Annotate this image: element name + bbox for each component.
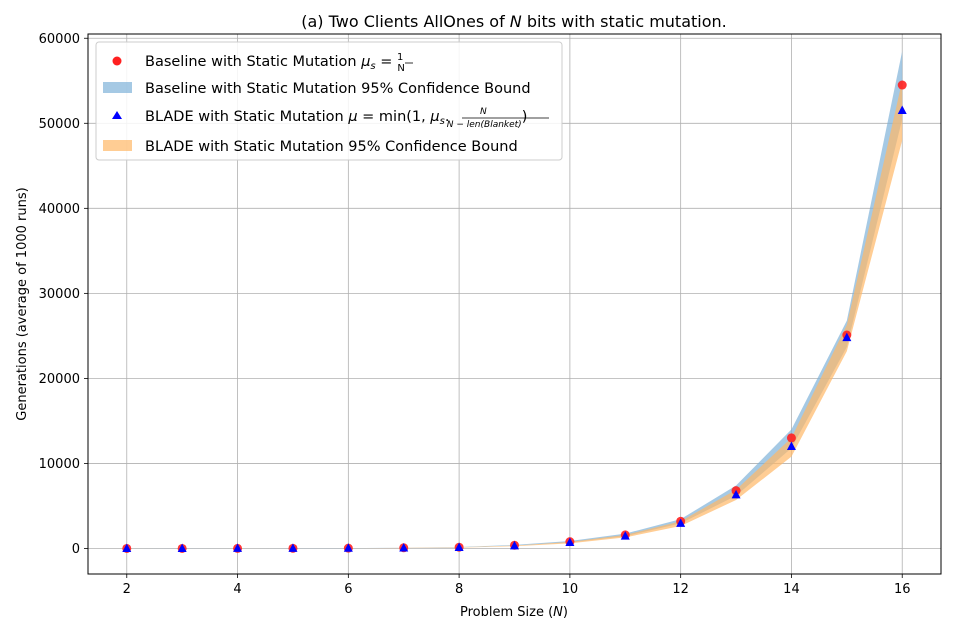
x-tick-label: 14: [783, 582, 800, 597]
x-tick-label: 2: [123, 582, 131, 597]
blade-point: [897, 105, 907, 115]
y-tick-label: 10000: [39, 457, 80, 472]
legend-box: [95, 41, 563, 161]
blade-point: [510, 540, 519, 550]
y-tick-label: 30000: [39, 287, 80, 302]
x-tick-label: 10: [562, 582, 579, 597]
blade-point: [731, 489, 741, 499]
y-axis-label: Generations (average of 1000 runs): [15, 187, 30, 420]
blade-point: [122, 543, 132, 552]
legend-baseline-marker: [112, 56, 122, 66]
axes-frame: [87, 33, 942, 575]
y-tick-label: 20000: [39, 372, 80, 387]
legend-blade-band-swatch: [103, 140, 132, 151]
legend-blade-band-label: BLADE with Static Mutation 95% Confidenc…: [145, 139, 518, 155]
data-markers: [122, 80, 907, 553]
y-tick-label: 40000: [39, 202, 80, 217]
y-tick-label: 60000: [39, 32, 80, 47]
x-tick-label: 16: [894, 582, 911, 597]
legend-blade-marker: [112, 111, 122, 119]
baseline-point: [786, 433, 796, 443]
x-tick-label: 4: [233, 582, 241, 597]
chart-title: (a) Two Clients AllOnes of N bits with s…: [301, 12, 726, 31]
blade-point: [620, 531, 630, 540]
blade-point: [676, 518, 686, 527]
baseline-point: [897, 80, 907, 90]
blade-point: [288, 543, 298, 552]
tick-layer: 2 4 6 8 10 12 14 16 0 10000 20000 30000 40000 50000 60…: [39, 32, 911, 597]
blade-point: [565, 537, 575, 547]
legend-baseline-band-swatch: [103, 82, 132, 93]
blade-point: [399, 542, 409, 552]
x-tick-label: 6: [344, 582, 352, 597]
blade-point: [786, 441, 796, 450]
legend-blade-label: BLADE with Static Mutation μ = min(1, μs…: [145, 107, 527, 130]
blade-point: [343, 543, 353, 552]
blade-point: [233, 543, 243, 552]
x-axis-label: Problem Size (N): [460, 605, 568, 620]
y-tick-label: 0: [72, 542, 80, 557]
blade-point: [842, 332, 852, 342]
legend-baseline-band-label: Baseline with Static Mutation 95% Confid…: [145, 81, 531, 97]
y-tick-label: 50000: [39, 117, 80, 132]
x-tick-label: 12: [672, 582, 689, 597]
x-tick-label: 8: [455, 582, 463, 597]
blade-point: [177, 543, 187, 552]
blade-point: [454, 542, 464, 551]
